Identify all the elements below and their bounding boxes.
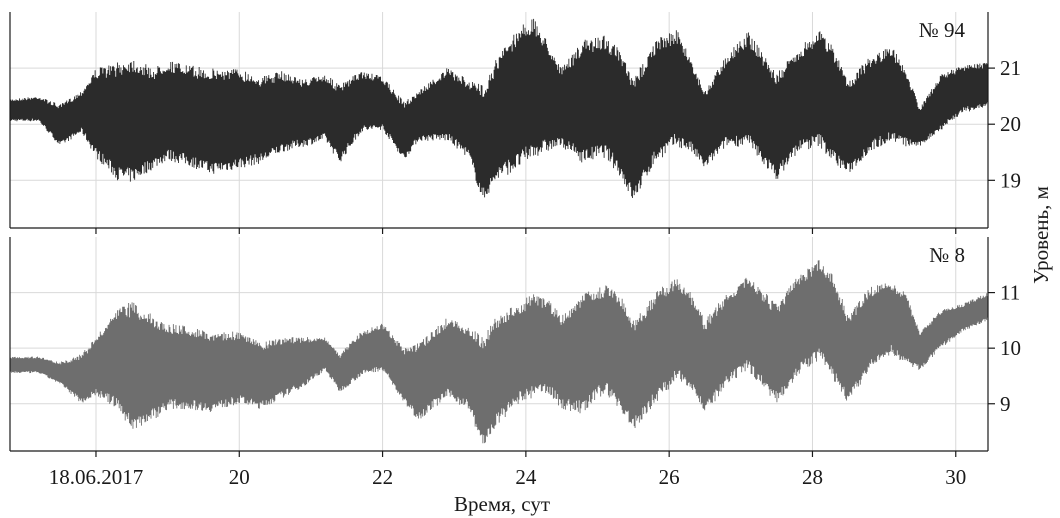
x-tick-label-22: 22 (372, 465, 393, 489)
x-tick-label-20: 20 (229, 465, 250, 489)
x-tick-label-28: 28 (802, 465, 823, 489)
series-band-1 (9, 260, 989, 444)
panel-label-1: № 8 (929, 243, 965, 267)
y-tick-label-21: 21 (1000, 56, 1021, 80)
x-tick-label-18: 18.06.2017 (49, 465, 144, 489)
y-tick-label-9: 9 (1000, 392, 1011, 416)
y-tick-label-10: 10 (1000, 336, 1021, 360)
y-tick-label-11: 11 (1000, 281, 1020, 305)
x-tick-label-24: 24 (515, 465, 537, 489)
y-axis-title: Уровень, м (1029, 186, 1053, 284)
panel-well-8: 9 10 11 № 8 (9, 237, 1021, 457)
panel-label-0: № 94 (919, 18, 966, 42)
y-tick-label-19: 19 (1000, 168, 1021, 192)
x-axis-title: Время, сут (454, 492, 550, 516)
y-tick-label-20: 20 (1000, 112, 1021, 136)
panel-well-94: 19 20 21 № 94 (9, 12, 1021, 234)
x-tick-label-26: 26 (659, 465, 680, 489)
series-band-0 (9, 18, 989, 199)
x-axis: 18.06.2017 20 22 24 26 28 30 (49, 465, 967, 489)
x-tick-label-30: 30 (945, 465, 966, 489)
